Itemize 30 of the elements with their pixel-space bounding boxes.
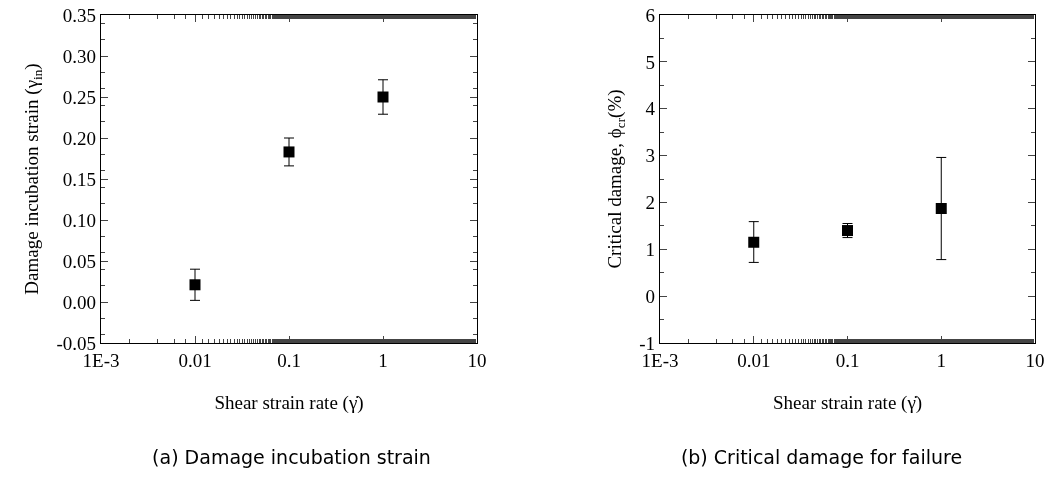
x-tick-label: 1 xyxy=(378,349,388,371)
x-tick-label: 10 xyxy=(1025,349,1045,371)
text: (b) Critical damage for failure xyxy=(680,445,963,468)
y-tick-label: 0.05 xyxy=(62,250,97,272)
x-tick-label: 0.1 xyxy=(277,349,301,371)
y-tick-label: 6 xyxy=(645,4,656,26)
y-tick-label: 0.15 xyxy=(62,168,97,190)
y-tick-label: 4 xyxy=(645,98,656,120)
point xyxy=(377,91,389,103)
y-tick-label: 0.00 xyxy=(62,291,97,313)
x-axis-title: Shear strain rate (γ̇) xyxy=(772,391,923,414)
y-tick-label: 0.35 xyxy=(62,4,97,26)
y-tick-label: 0.25 xyxy=(62,86,97,108)
y-tick-label: 0 xyxy=(645,285,656,307)
x-axis-title: Shear strain rate (γ̇) xyxy=(214,391,364,414)
y-tick-label: 0.20 xyxy=(62,127,97,149)
x-tick-label: 0.01 xyxy=(178,349,212,371)
y-tick-label: 5 xyxy=(645,51,656,73)
y-tick-label: 1 xyxy=(645,238,656,260)
y-tick-label: 0.30 xyxy=(62,45,97,67)
x-tick-label: 10 xyxy=(467,349,487,371)
x-tick-label: 0.01 xyxy=(737,349,771,371)
x-tick-label: 0.1 xyxy=(835,349,860,371)
x-tick-label: 1 xyxy=(936,349,946,371)
text: (a) Damage incubation strain xyxy=(152,445,431,468)
y-tick-label: 3 xyxy=(645,145,656,167)
y-tick-label: 0.10 xyxy=(62,209,97,231)
point xyxy=(283,146,295,158)
point xyxy=(189,279,201,291)
y-tick-label: 2 xyxy=(645,192,656,214)
